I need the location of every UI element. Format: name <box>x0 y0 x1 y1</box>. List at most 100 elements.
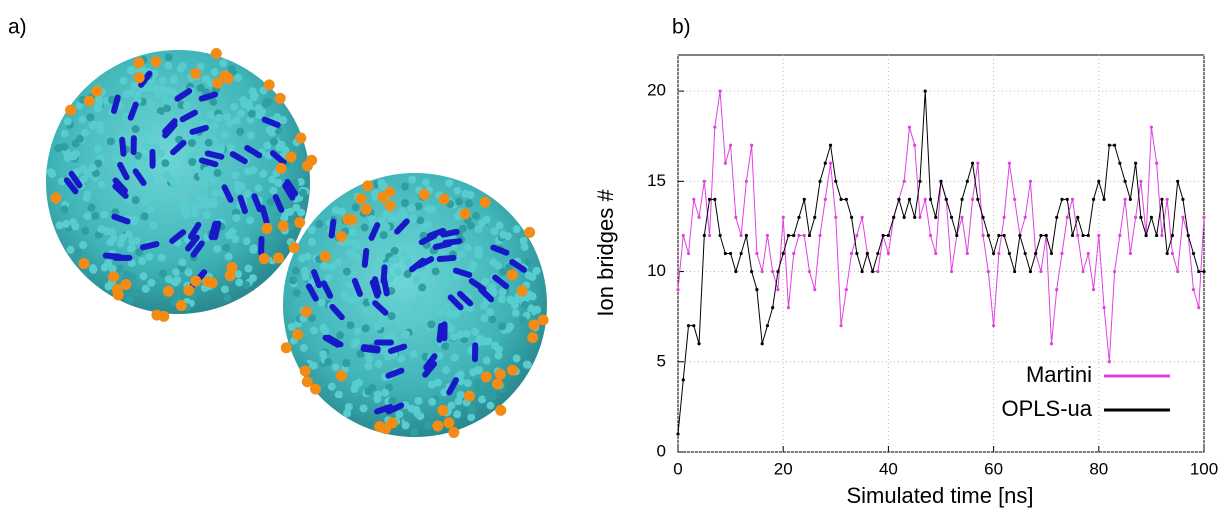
point <box>1102 306 1106 310</box>
point <box>828 143 833 147</box>
point <box>781 215 785 220</box>
head <box>175 300 187 312</box>
atom <box>71 222 80 231</box>
point <box>965 251 969 256</box>
point <box>707 197 712 201</box>
atom <box>127 244 136 253</box>
point <box>1181 215 1185 220</box>
head <box>335 231 347 243</box>
tail <box>112 183 129 199</box>
atom <box>327 382 336 391</box>
head <box>150 56 162 68</box>
atom <box>152 143 161 152</box>
atom <box>54 144 63 153</box>
atom <box>217 144 226 153</box>
atom <box>204 138 213 147</box>
tail <box>311 269 323 289</box>
point <box>1160 233 1164 238</box>
point <box>1028 179 1033 183</box>
atom <box>274 179 283 188</box>
point <box>681 378 685 382</box>
atom <box>423 422 432 431</box>
atom <box>342 359 351 368</box>
tail <box>112 177 128 194</box>
point <box>697 342 701 346</box>
atom <box>395 318 404 327</box>
point <box>918 215 922 220</box>
atom <box>148 189 157 198</box>
point <box>976 161 980 165</box>
atom <box>307 225 316 234</box>
atom <box>403 270 412 279</box>
atom <box>78 115 87 124</box>
atom <box>346 249 355 258</box>
point <box>781 251 785 256</box>
atom <box>519 316 528 325</box>
atom <box>533 305 542 314</box>
atom <box>486 401 495 410</box>
atom <box>106 137 115 146</box>
head <box>443 417 455 429</box>
atom <box>243 189 252 198</box>
atom <box>361 324 370 333</box>
atom <box>134 151 143 160</box>
point <box>934 251 938 256</box>
point <box>802 233 806 238</box>
atom <box>364 362 373 371</box>
atom <box>480 314 489 323</box>
atom <box>248 274 257 283</box>
point <box>976 197 980 201</box>
point <box>844 197 848 201</box>
atom <box>281 146 290 155</box>
atom <box>143 125 152 134</box>
head <box>275 162 287 174</box>
tail <box>117 161 130 181</box>
x-tick-label: 0 <box>673 459 682 478</box>
atom <box>233 73 242 82</box>
atom <box>407 204 416 213</box>
atom <box>506 295 515 304</box>
point <box>918 179 922 183</box>
atom <box>401 330 410 339</box>
atom <box>266 197 275 206</box>
point <box>1134 215 1138 220</box>
tail <box>374 403 394 415</box>
atom <box>414 396 423 405</box>
point <box>1118 161 1122 165</box>
point <box>1018 233 1022 238</box>
atom <box>519 236 528 245</box>
atom <box>93 104 102 113</box>
atom <box>270 137 279 146</box>
atom <box>365 354 374 363</box>
tail <box>187 221 202 240</box>
atom <box>234 270 243 279</box>
tail <box>190 240 205 258</box>
head <box>288 242 300 254</box>
atom <box>220 285 229 294</box>
atom <box>334 258 343 267</box>
legend-label: Martini <box>1026 362 1092 387</box>
atom <box>490 227 499 236</box>
atom <box>227 64 236 73</box>
head <box>183 284 195 296</box>
atom <box>62 219 71 228</box>
atom <box>135 248 144 257</box>
point <box>765 324 770 328</box>
atom <box>127 259 136 268</box>
atom <box>287 323 296 332</box>
point <box>1070 233 1075 238</box>
tail <box>418 232 438 246</box>
tail <box>251 193 263 213</box>
atom <box>118 233 127 242</box>
tail <box>492 274 510 290</box>
point <box>702 233 706 238</box>
atom <box>400 182 409 191</box>
point <box>807 233 812 238</box>
atom <box>350 340 359 349</box>
point <box>1049 251 1054 256</box>
tail <box>204 150 225 160</box>
atom <box>297 208 306 217</box>
point <box>707 233 712 238</box>
atom <box>452 309 461 318</box>
atom <box>269 186 278 195</box>
